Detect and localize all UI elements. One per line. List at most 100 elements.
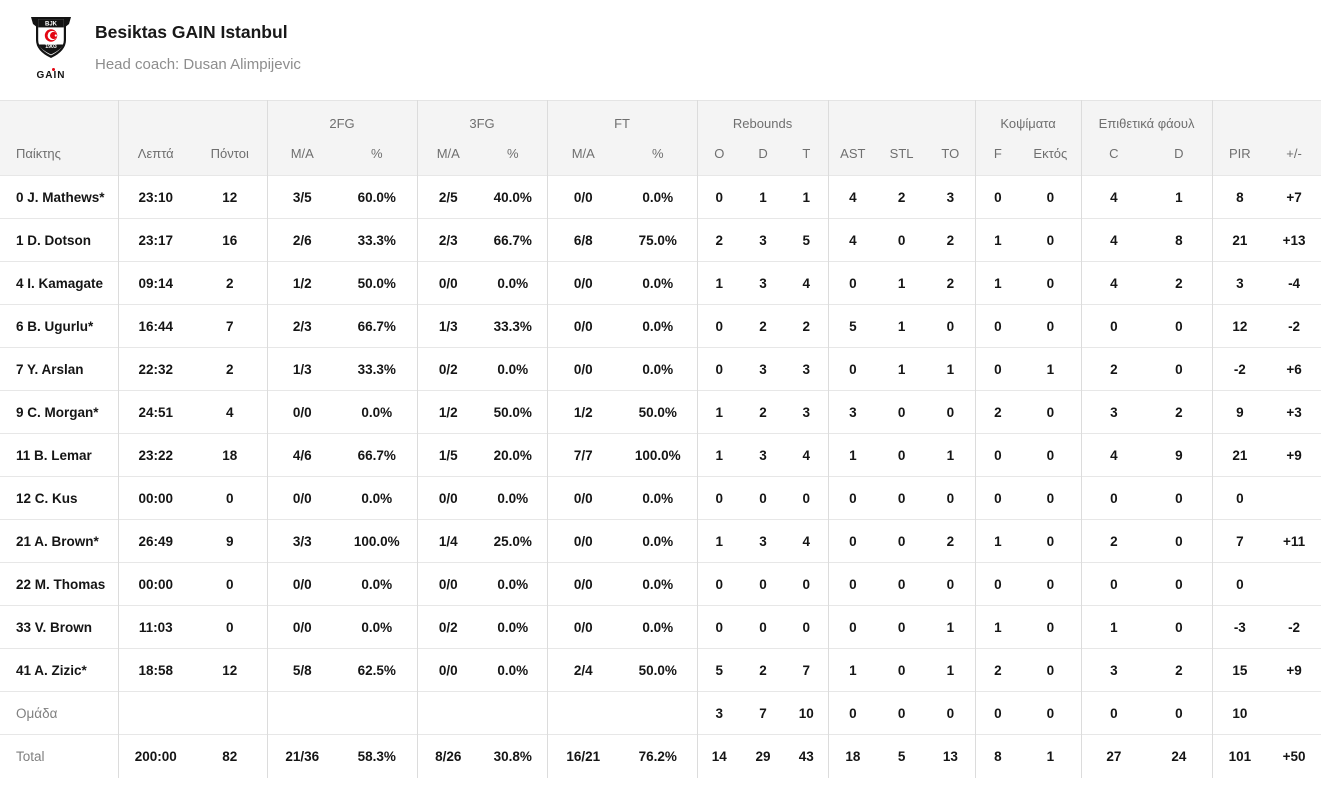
stat-cell: 0 (193, 562, 268, 606)
stat-cell: 16:44 (118, 304, 193, 348)
player-name-cell: 12 C. Kus (0, 476, 119, 520)
player-row: 1 D. Dotson 23:17 16 2/6 33.3% 2/3 66.7% 6/8 75.… (0, 218, 1321, 262)
stat-cell: 8 (1212, 175, 1268, 219)
stat-cell: 200:00 (118, 734, 193, 778)
stat-cell: 1 (975, 261, 1021, 305)
stat-cell: 0 (1212, 562, 1268, 606)
stat-cell: 2 (926, 218, 976, 262)
stat-cell: +11 (1267, 519, 1321, 563)
stat-cell: 0 (828, 347, 878, 391)
stat-cell: 2 (1081, 519, 1147, 563)
stat-cell: 0 (1020, 261, 1082, 305)
stat-cell: 0.0% (479, 605, 548, 649)
group-header-empty (828, 100, 976, 138)
stat-cell: 3 (741, 433, 786, 477)
stat-cell: 1 (741, 175, 786, 219)
stat-cell: 1 (877, 347, 927, 391)
column-header: % (619, 137, 698, 176)
gain-red-dot-icon (52, 68, 56, 71)
group-header: 2FG (267, 100, 418, 138)
column-header: Λεπτά (118, 137, 193, 176)
stat-cell: 0 (1020, 175, 1082, 219)
stat-cell: 2 (1081, 347, 1147, 391)
stat-cell: 3 (741, 261, 786, 305)
stat-cell: 66.7% (337, 304, 418, 348)
stat-cell: 2 (975, 390, 1021, 434)
stat-cell: 7 (1212, 519, 1268, 563)
player-name-cell: 33 V. Brown (0, 605, 119, 649)
stat-cell: 24:51 (118, 390, 193, 434)
stat-cell: 0 (975, 476, 1021, 520)
player-row: 0 J. Mathews* 23:10 12 3/5 60.0% 2/5 40.0% 0/0 0… (0, 175, 1321, 219)
stat-cell: 1/4 (417, 519, 480, 563)
stat-cell: 2/4 (547, 648, 620, 692)
stat-cell: 0 (877, 648, 927, 692)
stat-cell: 0 (877, 390, 927, 434)
stat-cell: 75.0% (619, 218, 698, 262)
stat-cell: +13 (1267, 218, 1321, 262)
player-name-cell: 4 I. Kamagate (0, 261, 119, 305)
stat-cell: 0 (975, 175, 1021, 219)
stat-cell: 3/5 (267, 175, 337, 219)
stat-cell: 5 (785, 218, 829, 262)
stat-cell: 0 (975, 433, 1021, 477)
stat-cell: 1 (926, 648, 976, 692)
stat-cell: 0 (1020, 562, 1082, 606)
stat-cell: 1/2 (417, 390, 480, 434)
group-header: 3FG (417, 100, 548, 138)
stat-cell: 0/0 (267, 562, 337, 606)
besiktas-crest-icon: BJK 1903 (31, 17, 71, 58)
stat-cell: 25.0% (479, 519, 548, 563)
stat-cell: 4 (828, 175, 878, 219)
stat-cell: 2 (785, 304, 829, 348)
stat-cell: +50 (1267, 734, 1321, 778)
stat-cell: 0 (1020, 390, 1082, 434)
stat-cell: 9 (1146, 433, 1213, 477)
stat-cell: 0 (785, 476, 829, 520)
stat-cell: 1 (975, 218, 1021, 262)
stat-cell: 4 (785, 433, 829, 477)
stat-cell: 8 (975, 734, 1021, 778)
stat-cell: 0 (1020, 304, 1082, 348)
column-header: AST (828, 137, 878, 176)
stat-cell: 0 (741, 476, 786, 520)
team-row: Ομάδα 3 7 10 0 0 0 0 0 0 0 10 (0, 691, 1321, 735)
player-row: 6 B. Ugurlu* 16:44 7 2/3 66.7% 1/3 33.3% 0/0 0.0… (0, 304, 1321, 348)
stat-cell: 1 (975, 605, 1021, 649)
stat-cell: 2 (741, 390, 786, 434)
stat-cell: 2 (741, 648, 786, 692)
stat-cell: 0 (975, 562, 1021, 606)
stat-cell: 58.3% (337, 734, 418, 778)
stat-cell: 0 (828, 562, 878, 606)
column-header: Παίκτης (0, 137, 119, 176)
stat-cell: 12 (193, 175, 268, 219)
stat-cell: 30.8% (479, 734, 548, 778)
stat-cell: 0 (697, 605, 742, 649)
stat-cell: 29 (741, 734, 786, 778)
player-name-cell: 0 J. Mathews* (0, 175, 119, 219)
stat-cell: 0 (926, 476, 976, 520)
column-header: STL (877, 137, 927, 176)
stat-cell: 0 (697, 562, 742, 606)
stat-cell: 12 (193, 648, 268, 692)
stat-cell: 2/6 (267, 218, 337, 262)
stat-cell: 0 (1020, 691, 1082, 735)
stat-cell: 50.0% (479, 390, 548, 434)
group-header-empty (1212, 100, 1321, 138)
column-header: Πόντοι (193, 137, 268, 176)
stat-cell: 21 (1212, 218, 1268, 262)
stat-cell: 1 (697, 390, 742, 434)
stat-cell: 10 (1212, 691, 1268, 735)
stat-cell: 0.0% (479, 648, 548, 692)
column-header: C (1081, 137, 1147, 176)
player-row: 22 M. Thomas 00:00 0 0/0 0.0% 0/0 0.0% 0/0 0.0% 0… (0, 562, 1321, 606)
stat-cell: 33.3% (337, 218, 418, 262)
team-name: Besiktas GAIN Istanbul (95, 22, 288, 42)
stat-cell: 1 (1020, 734, 1082, 778)
column-header: M/A (417, 137, 480, 176)
stat-cell: 2 (1146, 648, 1213, 692)
stat-cell (1267, 562, 1321, 606)
stat-cell: 0 (1146, 519, 1213, 563)
stat-cell: 18 (828, 734, 878, 778)
stat-cell (1267, 691, 1321, 735)
